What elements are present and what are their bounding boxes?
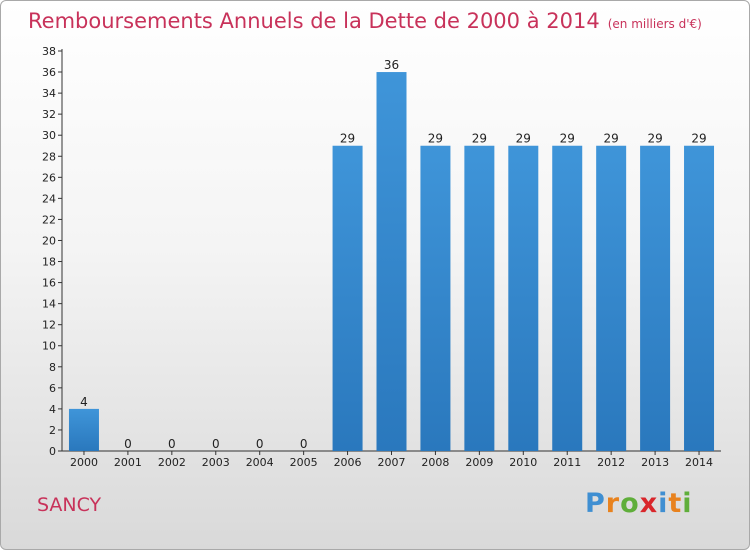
- bar: [376, 72, 407, 451]
- bar: [508, 145, 539, 451]
- y-tick-label: 0: [49, 445, 56, 458]
- y-tick-label: 2: [49, 424, 56, 437]
- bar: [420, 145, 451, 451]
- logo-letter: P: [585, 488, 606, 519]
- data-label: 29: [691, 132, 706, 146]
- bar: [684, 145, 715, 451]
- chart-title: Remboursements Annuels de la Dette de 20…: [28, 9, 702, 33]
- data-label: 29: [604, 132, 619, 146]
- chart-unit-label: (en milliers d'€): [607, 17, 702, 31]
- y-tick-label: 18: [42, 256, 56, 269]
- x-tick-label: 2002: [158, 456, 186, 469]
- bar: [596, 145, 627, 451]
- bar: [68, 408, 99, 451]
- y-tick-label: 38: [42, 45, 56, 58]
- data-label: 4: [80, 395, 88, 409]
- data-label: 29: [516, 132, 531, 146]
- logo-letter: i: [682, 488, 693, 519]
- data-label: 0: [300, 437, 308, 451]
- data-label: 0: [168, 437, 176, 451]
- data-label: 29: [472, 132, 487, 146]
- x-tick-label: 2003: [202, 456, 230, 469]
- x-tick-label: 2005: [290, 456, 318, 469]
- chart-title-text: Remboursements Annuels de la Dette de 20…: [28, 9, 600, 33]
- logo-letter: t: [668, 488, 683, 519]
- bar: [640, 145, 671, 451]
- logo-letter: r: [605, 488, 621, 519]
- data-label: 0: [212, 437, 220, 451]
- x-tick-label: 2014: [685, 456, 713, 469]
- logo-letter: i: [658, 488, 669, 519]
- y-tick-label: 36: [42, 66, 56, 79]
- y-tick-label: 20: [42, 234, 56, 247]
- x-tick-label: 2010: [509, 456, 537, 469]
- x-tick-label: 2006: [334, 456, 362, 469]
- x-tick-label: 2013: [641, 456, 669, 469]
- x-tick-label: 2007: [378, 456, 406, 469]
- y-tick-label: 16: [42, 277, 56, 290]
- commune-name: SANCY: [37, 494, 102, 516]
- x-tick-label: 2000: [70, 456, 98, 469]
- y-tick-label: 26: [42, 171, 56, 184]
- y-tick-label: 4: [49, 403, 56, 416]
- data-label: 29: [428, 132, 443, 146]
- y-tick-label: 34: [42, 87, 56, 100]
- x-tick-label: 2011: [553, 456, 581, 469]
- data-label: 0: [256, 437, 264, 451]
- y-tick-label: 32: [42, 108, 56, 121]
- y-tick-label: 12: [42, 319, 56, 332]
- data-label: 29: [340, 132, 355, 146]
- logo-letter: o: [620, 488, 640, 519]
- x-tick-label: 2008: [421, 456, 449, 469]
- x-tick-label: 2004: [246, 456, 274, 469]
- data-label: 29: [560, 132, 575, 146]
- data-label: 29: [647, 132, 662, 146]
- y-tick-label: 14: [42, 298, 56, 311]
- y-tick-label: 22: [42, 213, 56, 226]
- y-tick-label: 28: [42, 150, 56, 163]
- x-tick-label: 2009: [465, 456, 493, 469]
- data-label: 0: [124, 437, 132, 451]
- y-tick-label: 6: [49, 382, 56, 395]
- y-tick-label: 30: [42, 129, 56, 142]
- x-tick-label: 2012: [597, 456, 625, 469]
- y-tick-label: 10: [42, 340, 56, 353]
- logo-letter: x: [639, 488, 659, 519]
- data-label: 36: [384, 58, 399, 72]
- x-tick-label: 2001: [114, 456, 142, 469]
- bar: [464, 145, 495, 451]
- proxiti-logo: Proxiti: [585, 488, 693, 519]
- bar: [332, 145, 363, 451]
- bar: [552, 145, 583, 451]
- y-tick-label: 24: [42, 192, 56, 205]
- y-tick-label: 8: [49, 361, 56, 374]
